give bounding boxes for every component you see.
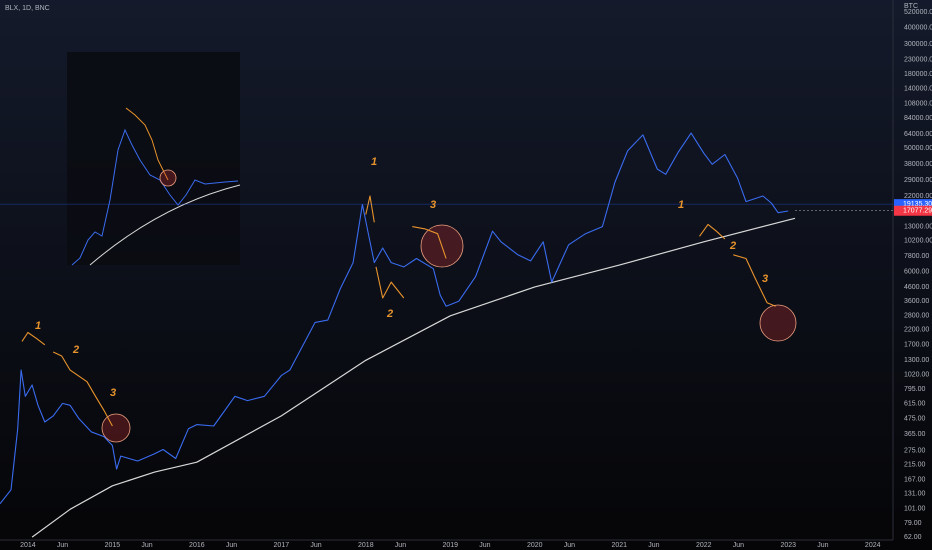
last-price-box [894, 199, 932, 210]
wave-label: 1 [371, 156, 377, 168]
y-tick-label: 101.00 [904, 506, 926, 513]
x-tick-label: 2022 [696, 542, 712, 549]
x-tick-label: Jun [564, 542, 575, 549]
x-tick-label: 2017 [274, 542, 290, 549]
wave-label: 1 [678, 199, 684, 211]
y-tick-label: 1300.00 [904, 357, 929, 364]
regression-curve [31, 217, 796, 538]
x-tick-label: Jun [817, 542, 828, 549]
x-tick-label: 2014 [20, 542, 36, 549]
x-tick-label: 2015 [105, 542, 121, 549]
x-tick-label: Jun [479, 542, 490, 549]
y-tick-label: 7800.00 [904, 253, 929, 260]
highlight-circle [759, 304, 797, 342]
wave-label: 2 [72, 344, 79, 356]
wave-label: 1 [35, 320, 41, 332]
y-tick-label: 795.00 [904, 386, 926, 393]
inset-fractal [125, 107, 169, 181]
wave-label: 2 [729, 240, 736, 252]
y-tick-label: 108000.00 [904, 100, 932, 107]
y-tick-label: 79.00 [904, 520, 922, 527]
x-tick-label: Jun [310, 542, 321, 549]
x-tick-label: Jun [648, 542, 659, 549]
y-tick-label: 64000.00 [904, 131, 932, 138]
y-tick-label: 10200.00 [904, 238, 932, 245]
x-tick-label: 2016 [189, 542, 205, 549]
y-tick-label: 300000.00 [904, 41, 932, 48]
price-line [0, 132, 789, 505]
y-tick-label: 365.00 [904, 431, 926, 438]
x-tick-label: Jun [395, 542, 406, 549]
y-tick-label: 180000.00 [904, 71, 932, 78]
y-tick-label: 400000.00 [904, 24, 932, 31]
x-tick-label: 2018 [358, 542, 374, 549]
x-tick-label: 2023 [780, 542, 796, 549]
x-tick-label: Jun [733, 542, 744, 549]
x-tick-label: Jun [141, 542, 152, 549]
projected-price-label: 17077.29 [903, 208, 932, 215]
fractal-line [21, 195, 776, 427]
y-tick-label: 62.00 [904, 534, 922, 541]
y-tick-label: 615.00 [904, 401, 926, 408]
x-tick-label: Jun [226, 542, 237, 549]
projected-price-box [894, 205, 932, 216]
inset-price [71, 128, 239, 266]
y-tick-label: 475.00 [904, 416, 926, 423]
y-tick-label: 1700.00 [904, 342, 929, 349]
y-tick-label: 6000.00 [904, 268, 929, 275]
y-tick-label: 84000.00 [904, 115, 932, 122]
y-tick-label: 140000.00 [904, 85, 932, 92]
highlight-circle [101, 413, 131, 443]
wave-label: 2 [386, 308, 393, 320]
currency-label: BTC [904, 3, 918, 10]
inset-panel [67, 52, 240, 265]
y-tick-label: 2200.00 [904, 327, 929, 334]
y-tick-label: 131.00 [904, 491, 926, 498]
x-tick-label: 2019 [443, 542, 459, 549]
x-tick-label: Jun [57, 542, 68, 549]
y-tick-label: 215.00 [904, 462, 926, 469]
y-tick-label: 22000.00 [904, 193, 932, 200]
y-tick-label: 13000.00 [904, 223, 932, 230]
inset-curve [89, 184, 241, 266]
wave-label: 3 [762, 273, 768, 285]
x-tick-label: 2021 [611, 542, 627, 549]
inset-circle [159, 169, 177, 187]
last-price-label: 19135.30 [903, 201, 932, 208]
wave-label: 3 [110, 387, 116, 399]
y-tick-label: 275.00 [904, 447, 926, 454]
y-tick-label: 520000.00 [904, 9, 932, 16]
y-tick-label: 4600.00 [904, 284, 929, 291]
y-tick-label: 29000.00 [904, 177, 932, 184]
x-tick-label: 2024 [865, 542, 881, 549]
x-tick-label: 2020 [527, 542, 543, 549]
symbol-title: BLX, 1D, BNC [5, 5, 50, 12]
y-tick-label: 38000.00 [904, 161, 932, 168]
y-tick-label: 2800.00 [904, 313, 929, 320]
wave-label: 3 [430, 199, 436, 211]
y-tick-label: 1020.00 [904, 371, 929, 378]
y-tick-label: 3600.00 [904, 298, 929, 305]
y-tick-label: 230000.00 [904, 57, 932, 64]
y-tick-label: 50000.00 [904, 145, 932, 152]
y-tick-label: 167.00 [904, 476, 926, 483]
